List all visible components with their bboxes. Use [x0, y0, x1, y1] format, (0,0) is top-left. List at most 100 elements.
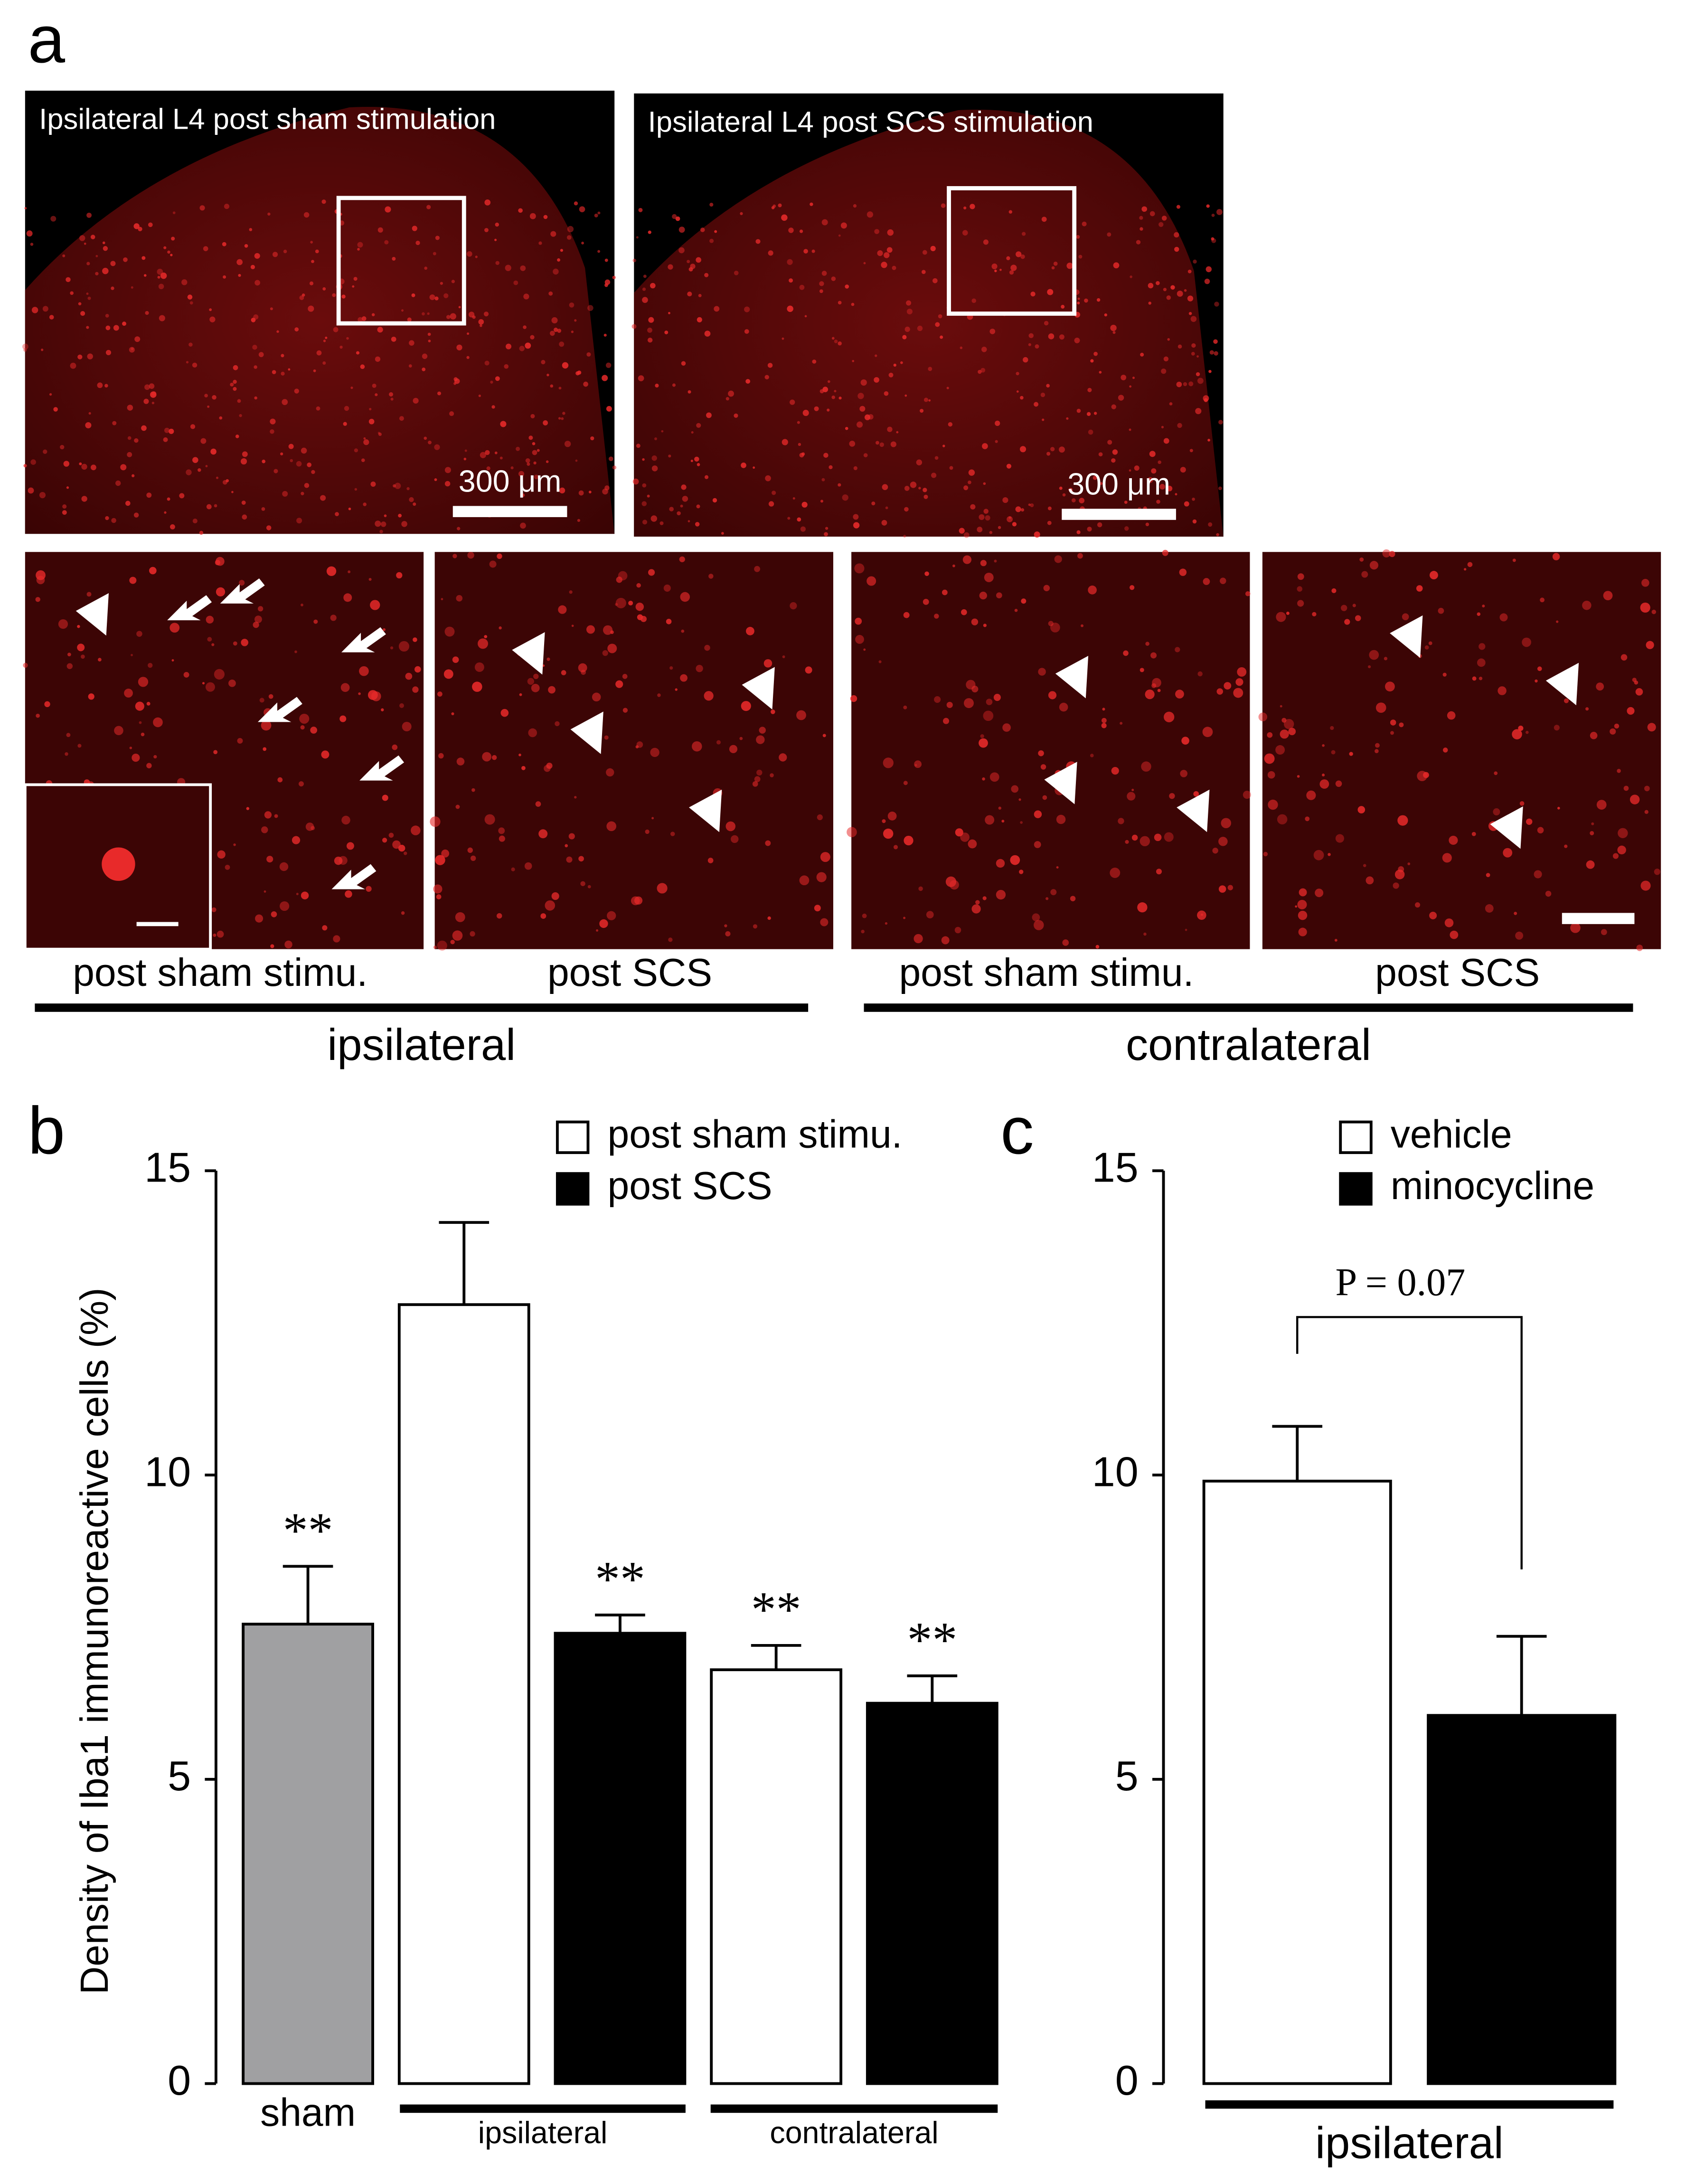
- cell: [313, 619, 318, 624]
- cell: [88, 693, 94, 700]
- cell: [982, 896, 987, 900]
- cell: [1164, 711, 1175, 722]
- cell: [334, 856, 343, 865]
- cell: [581, 241, 584, 245]
- cell: [341, 294, 346, 299]
- cell: [1030, 291, 1036, 297]
- cell: [1020, 821, 1023, 824]
- cell: [1158, 460, 1161, 464]
- cell: [226, 479, 229, 482]
- cell: [1384, 657, 1388, 661]
- cell: [1016, 390, 1019, 393]
- cell: [1076, 530, 1081, 534]
- cell: [546, 763, 553, 769]
- cell: [1012, 522, 1017, 527]
- cell: [115, 480, 121, 486]
- cell: [578, 663, 587, 672]
- cell: [1111, 458, 1116, 463]
- cell: [1206, 204, 1210, 208]
- cell: [1180, 467, 1186, 473]
- cell: [772, 491, 776, 495]
- arrow: [341, 627, 386, 652]
- cell: [1030, 503, 1034, 507]
- cell: [270, 418, 276, 425]
- cell: [1086, 412, 1091, 416]
- cell: [1651, 609, 1657, 615]
- cell: [77, 744, 82, 748]
- arrowhead: [1390, 615, 1423, 658]
- cell: [963, 532, 970, 538]
- cell: [206, 615, 214, 624]
- cell: [787, 305, 793, 312]
- cell: [558, 387, 562, 390]
- cell: [1281, 718, 1287, 723]
- cell: [339, 715, 347, 722]
- cell: [66, 277, 71, 283]
- cell: [1149, 211, 1155, 217]
- cell: [941, 936, 950, 945]
- cell: [529, 213, 536, 219]
- cell: [143, 398, 149, 404]
- cell: [550, 384, 554, 388]
- cell: [941, 203, 946, 208]
- cell: [104, 384, 108, 388]
- cell: [282, 491, 288, 497]
- cell: [65, 752, 68, 756]
- cell: [564, 441, 571, 447]
- cell: [1357, 806, 1366, 813]
- cell: [1331, 588, 1337, 593]
- cell: [480, 452, 486, 458]
- cell: [470, 855, 476, 861]
- cell: [838, 483, 841, 487]
- cell: [1151, 468, 1157, 474]
- cell: [1297, 775, 1300, 778]
- cell: [1033, 920, 1044, 930]
- cell: [587, 885, 591, 889]
- cell: [995, 440, 998, 443]
- arrowhead: [742, 667, 775, 709]
- cell: [1258, 712, 1268, 721]
- cell: [709, 238, 714, 243]
- cell: [696, 664, 703, 672]
- cell: [31, 307, 38, 313]
- cell: [999, 268, 1002, 271]
- cell: [443, 293, 449, 298]
- cell: [755, 239, 761, 244]
- cell: [680, 504, 683, 508]
- cell: [28, 487, 34, 494]
- cell: [1601, 929, 1607, 936]
- cell: [1164, 832, 1174, 842]
- cell: [1552, 553, 1560, 560]
- cell: [606, 768, 614, 777]
- bar: [554, 1632, 687, 2085]
- cell: [819, 289, 823, 293]
- cell: [996, 889, 1006, 900]
- cell: [339, 345, 343, 349]
- cell: [510, 466, 514, 470]
- cell: [283, 249, 287, 254]
- cell: [390, 646, 394, 650]
- cell: [262, 459, 266, 463]
- cell: [1159, 222, 1164, 227]
- cell: [86, 212, 92, 218]
- cell: [81, 496, 87, 502]
- arrowhead: [1490, 806, 1523, 849]
- cell: [811, 249, 815, 253]
- cell: [963, 698, 974, 709]
- cell: [131, 286, 133, 289]
- cell: [704, 273, 709, 277]
- cell: [588, 491, 592, 493]
- cell: [239, 580, 245, 586]
- cell: [523, 325, 527, 329]
- cell: [1202, 727, 1213, 737]
- cell: [1090, 359, 1094, 363]
- cell: [1617, 845, 1626, 855]
- cell: [971, 298, 976, 303]
- cell: [537, 449, 540, 452]
- cell: [457, 527, 461, 530]
- cell: [322, 361, 326, 365]
- cell: [982, 443, 988, 449]
- cell: [1139, 216, 1143, 220]
- cell: [1369, 561, 1378, 570]
